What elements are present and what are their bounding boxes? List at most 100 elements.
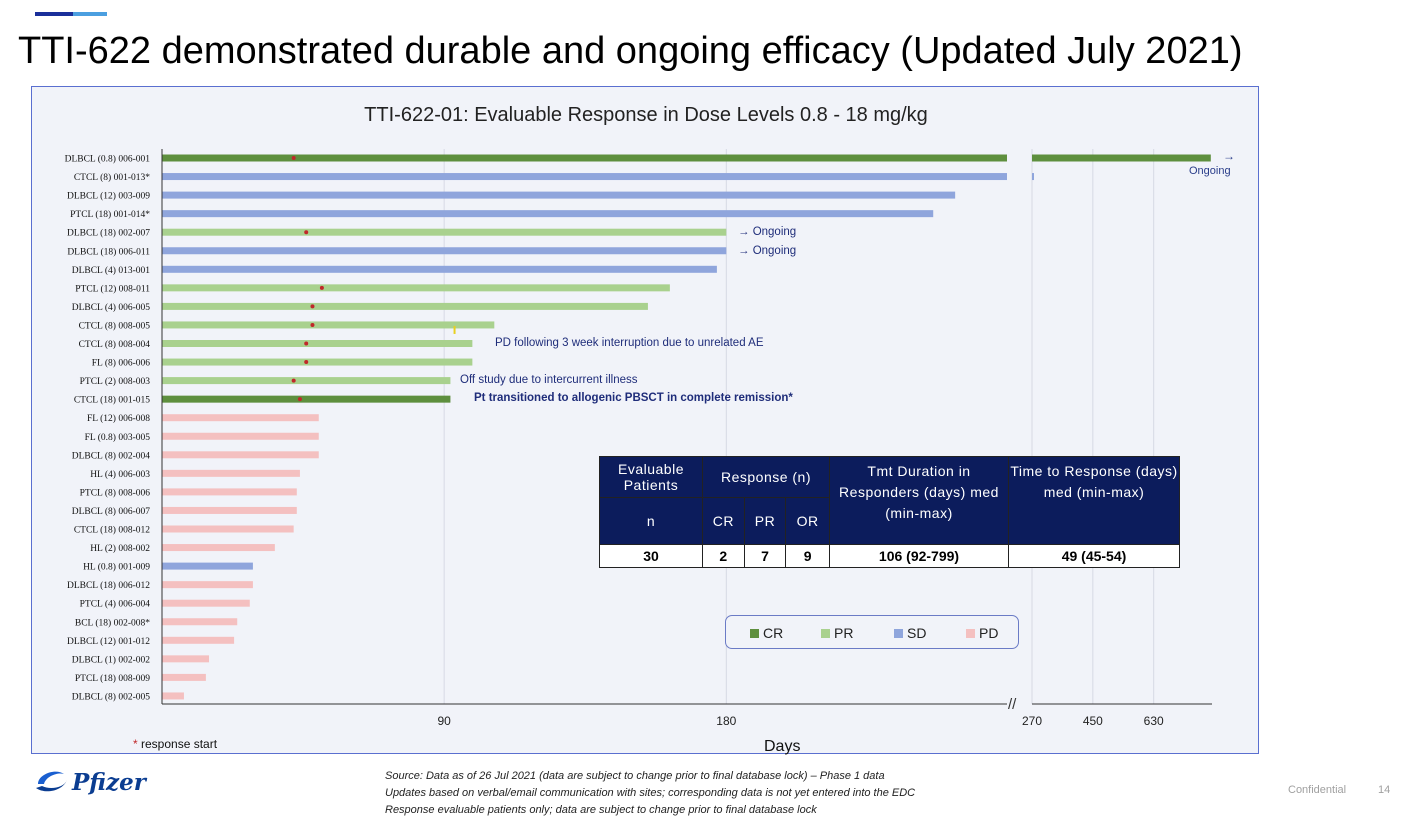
- bar-pd: [162, 692, 184, 700]
- header-tmt-duration: Tmt Duration in Responders (days) med (m…: [829, 456, 1009, 545]
- header-evaluable-patients: Evaluable Patients: [599, 456, 703, 498]
- footnote-line: Updates based on verbal/email communicat…: [385, 787, 916, 799]
- response-start-marker: [310, 304, 315, 309]
- legend-item-pd: PD: [966, 625, 998, 641]
- bar-pd: [162, 673, 206, 681]
- legend-swatch-sd: [894, 628, 903, 638]
- bar-pd: [162, 469, 300, 477]
- event-marker: [453, 325, 456, 334]
- response-star-icon: *: [133, 737, 138, 751]
- y-tick-label: CTCL (8) 008-005: [79, 320, 151, 331]
- y-tick-label: DLBCL (4) 006-005: [72, 302, 151, 313]
- footnote-line: Response evaluable patients only; data a…: [385, 804, 817, 816]
- legend-label-sd: SD: [907, 625, 927, 641]
- bar-pd: [162, 581, 253, 589]
- legend-item-sd: SD: [894, 625, 926, 641]
- response-start-marker: [304, 341, 309, 346]
- y-tick-label: FL (0.8) 003-005: [85, 432, 151, 443]
- summary-table: Evaluable Patients Response (n) Tmt Dura…: [599, 456, 1180, 568]
- bar-pd: [162, 655, 210, 663]
- ongoing-arrow-icon: →: [1223, 149, 1235, 163]
- response-start-text: response start: [141, 737, 218, 751]
- bar-sd: [162, 562, 253, 570]
- bar-pd: [162, 599, 250, 607]
- value-n: 30: [599, 544, 703, 568]
- header-time-to-response: Time to Response (days) med (min-max): [1008, 456, 1180, 545]
- y-tick-label: CTCL (18) 008-012: [74, 525, 150, 536]
- y-tick-label: DLBCL (18) 006-012: [67, 580, 150, 591]
- y-tick-label: DLBCL (8) 002-005: [72, 691, 151, 702]
- legend-swatch-cr: [750, 628, 759, 638]
- axis-break-mark: //: [1008, 696, 1017, 713]
- y-tick-label: CTCL (18) 001-015: [74, 395, 150, 406]
- x-tick-label: 180: [716, 714, 736, 728]
- y-tick-label: PTCL (18) 001-014*: [70, 209, 150, 220]
- value-ttr: 49 (45-54): [1008, 544, 1180, 568]
- bar-sd: [162, 173, 1007, 181]
- source-footnotes: Source: Data as of 26 Jul 2021 (data are…: [385, 768, 915, 819]
- response-start-marker: [297, 397, 302, 402]
- legend-label-cr: CR: [763, 625, 784, 641]
- title-accent-light: [73, 12, 107, 16]
- y-tick-label: PTCL (2) 008-003: [80, 376, 151, 387]
- legend-label-pd: PD: [979, 625, 999, 641]
- subheader-pr: PR: [743, 497, 787, 545]
- legend-item-cr: CR: [750, 625, 783, 641]
- value-duration: 106 (92-799): [829, 544, 1009, 568]
- bar-sd: [162, 265, 717, 273]
- legend-swatch-pd: [966, 628, 975, 638]
- bar-pr: [162, 228, 727, 236]
- row-note-ongoing-2: → Ongoing: [738, 245, 797, 257]
- slide-title: TTI-622 demonstrated durable and ongoing…: [18, 30, 1243, 72]
- bar-sd: [162, 210, 934, 218]
- response-start-marker: [310, 322, 315, 327]
- footnote-line: Source: Data as of 26 Jul 2021 (data are…: [385, 770, 885, 782]
- y-tick-label: DLBCL (8) 002-004: [72, 450, 151, 461]
- response-start-marker: [304, 230, 309, 235]
- response-start-marker: [291, 378, 296, 383]
- y-tick-label: DLBCL (1) 002-002: [72, 654, 151, 665]
- legend-item-pr: PR: [821, 625, 853, 641]
- subheader-cr: CR: [702, 497, 745, 545]
- chart-panel: TTI-622-01: Evaluable Response in Dose L…: [31, 86, 1259, 755]
- y-tick-label: PTCL (18) 008-009: [75, 673, 150, 684]
- ongoing-label-top: Ongoing: [1189, 165, 1231, 177]
- confidential-label: Confidential: [1288, 784, 1347, 796]
- bar-pr: [162, 358, 473, 366]
- bar-sd: [162, 247, 727, 255]
- x-tick-label: 90: [437, 714, 451, 728]
- y-tick-label: FL (8) 006-006: [92, 358, 150, 369]
- bar-pr: [162, 321, 495, 329]
- y-tick-label: DLBCL (0.8) 006-001: [65, 154, 151, 165]
- y-tick-label: DLBCL (8) 006-007: [72, 506, 151, 517]
- y-tick-label: DLBCL (18) 002-007: [67, 228, 150, 239]
- bar-pd: [162, 636, 235, 644]
- legend-swatch-pr: [821, 628, 830, 638]
- swimmer-chart: DLBCL (0.8) 006-001 CTCL (8) 001-013* DLBC…: [65, 149, 1212, 728]
- bar-pr: [162, 302, 648, 310]
- y-tick-label: HL (2) 008-002: [90, 543, 150, 554]
- subheader-or: OR: [785, 497, 830, 545]
- y-tick-label: PTCL (12) 008-011: [75, 283, 150, 294]
- response-start-marker: [291, 156, 296, 160]
- pfizer-logo: Pfizer: [34, 766, 146, 798]
- y-tick-label: DLBCL (12) 001-012: [67, 636, 150, 647]
- y-tick-label: CTCL (8) 008-004: [79, 339, 151, 350]
- chart-title: TTI-622-01: Evaluable Response in Dose L…: [364, 104, 928, 126]
- pfizer-pill-icon: [36, 771, 67, 792]
- y-tick-label: CTCL (8) 001-013*: [74, 172, 150, 183]
- bar-pd: [162, 414, 319, 422]
- y-tick-label: DLBCL (4) 013-001: [72, 265, 151, 276]
- chart-legend: CR PR SD PD: [725, 615, 1019, 649]
- bar-cr-continued: [1032, 154, 1211, 162]
- bar-pd: [162, 618, 238, 626]
- response-start-note: * response start: [133, 737, 217, 751]
- row-note-ongoing-1: → Ongoing: [738, 226, 797, 238]
- y-tick-label: PTCL (8) 008-006: [80, 487, 151, 498]
- header-response: Response (n): [702, 456, 830, 498]
- value-or: 9: [785, 544, 830, 568]
- x-tick-label: 270: [1022, 714, 1042, 728]
- bar-cr: [162, 395, 451, 403]
- response-start-marker: [304, 360, 309, 365]
- row-note-pd-interruption: PD following 3 week interruption due to …: [495, 337, 764, 349]
